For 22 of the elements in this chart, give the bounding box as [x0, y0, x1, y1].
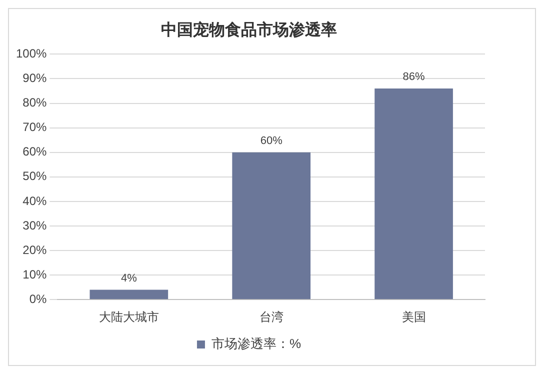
y-tick-label: 60% — [22, 144, 48, 159]
y-tick-label: 20% — [22, 242, 48, 257]
y-tick-label: 70% — [22, 120, 48, 134]
data-label: 86% — [402, 71, 425, 84]
y-tick-label: 40% — [22, 194, 48, 208]
y-tick-label: 30% — [22, 218, 48, 232]
y-tick-label: 90% — [22, 71, 48, 86]
chart-title: 中国宠物食品市场渗透率 — [161, 20, 337, 39]
bar — [374, 88, 453, 300]
bar — [90, 290, 168, 300]
y-tick-label: 50% — [22, 169, 48, 184]
x-tick-label: 大陆大城市 — [98, 310, 159, 324]
x-tick-label: 台湾 — [259, 310, 284, 324]
bar — [232, 152, 311, 300]
data-label: 4% — [120, 272, 138, 284]
y-tick-label: 10% — [22, 267, 48, 282]
data-label: 60% — [260, 134, 283, 147]
y-tick-label: 80% — [22, 96, 48, 110]
x-tick-label: 美国 — [402, 310, 426, 324]
legend-label: 市场渗透率：% — [211, 336, 302, 352]
y-tick-label: 0% — [29, 292, 48, 306]
y-tick-label: 100% — [16, 46, 48, 61]
